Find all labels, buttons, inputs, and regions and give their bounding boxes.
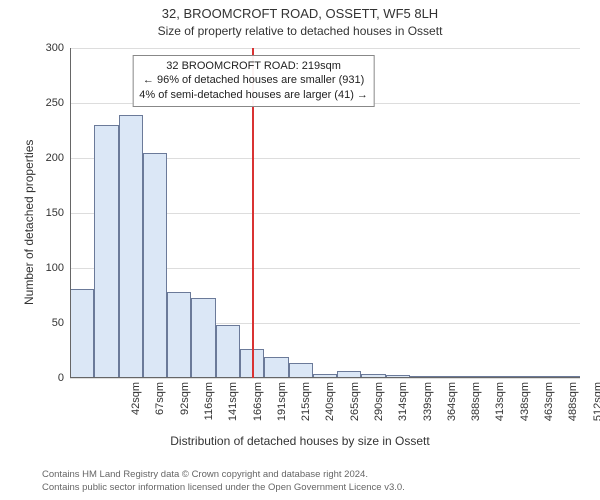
x-tick-label: 42sqm xyxy=(130,378,142,432)
x-tick-label: 116sqm xyxy=(203,378,215,432)
gridline xyxy=(70,48,580,49)
x-tick-label: 314sqm xyxy=(397,378,409,432)
page-title: 32, BROOMCROFT ROAD, OSSETT, WF5 8LH xyxy=(0,6,600,21)
x-tick-label: 488sqm xyxy=(567,378,579,432)
y-tick-label: 150 xyxy=(46,207,64,219)
x-tick-label: 438sqm xyxy=(519,378,531,432)
annotation-box: 32 BROOMCROFT ROAD: 219sqm← 96% of detac… xyxy=(132,55,375,108)
x-tick-label: 290sqm xyxy=(373,378,385,432)
y-axis-line xyxy=(70,48,71,378)
x-tick-label: 240sqm xyxy=(324,378,336,432)
histogram-bar xyxy=(289,363,313,378)
histogram-bar xyxy=(94,125,118,378)
histogram-bar xyxy=(264,357,288,378)
x-tick-label: 413sqm xyxy=(494,378,506,432)
footnote-line-2: Contains public sector information licen… xyxy=(42,482,405,494)
x-tick-label: 191sqm xyxy=(276,378,288,432)
y-tick-label: 50 xyxy=(52,317,64,329)
page-subtitle: Size of property relative to detached ho… xyxy=(0,24,600,38)
y-tick-label: 100 xyxy=(46,262,64,274)
x-axis-label: Distribution of detached houses by size … xyxy=(0,434,600,448)
chart-plot-area: 05010015020025030042sqm67sqm92sqm116sqm1… xyxy=(70,48,580,378)
x-tick-label: 512sqm xyxy=(592,378,600,432)
footnote-line-1: Contains HM Land Registry data © Crown c… xyxy=(42,469,405,481)
x-tick-label: 364sqm xyxy=(446,378,458,432)
y-axis-label: Number of detached properties xyxy=(22,140,36,305)
histogram-bar xyxy=(70,289,94,378)
histogram-bar xyxy=(167,292,191,378)
x-tick-label: 388sqm xyxy=(470,378,482,432)
x-tick-label: 339sqm xyxy=(422,378,434,432)
x-tick-label: 265sqm xyxy=(349,378,361,432)
x-tick-label: 166sqm xyxy=(252,378,264,432)
y-tick-label: 300 xyxy=(46,42,64,54)
histogram-bar xyxy=(191,298,215,378)
histogram-bar xyxy=(143,153,167,379)
x-tick-label: 215sqm xyxy=(300,378,312,432)
x-tick-label: 463sqm xyxy=(543,378,555,432)
annotation-line-2: ← 96% of detached houses are smaller (93… xyxy=(139,73,368,88)
y-tick-label: 250 xyxy=(46,97,64,109)
histogram-bar xyxy=(119,115,143,378)
footnote: Contains HM Land Registry data © Crown c… xyxy=(42,469,405,494)
annotation-line-1: 32 BROOMCROFT ROAD: 219sqm xyxy=(139,59,368,74)
y-tick-label: 200 xyxy=(46,152,64,164)
x-axis-line xyxy=(70,377,580,378)
x-tick-label: 67sqm xyxy=(154,378,166,432)
y-tick-label: 0 xyxy=(58,372,64,384)
x-tick-label: 92sqm xyxy=(179,378,191,432)
x-tick-label: 141sqm xyxy=(227,378,239,432)
histogram-bar xyxy=(216,325,240,378)
annotation-line-3: 4% of semi-detached houses are larger (4… xyxy=(139,88,368,103)
